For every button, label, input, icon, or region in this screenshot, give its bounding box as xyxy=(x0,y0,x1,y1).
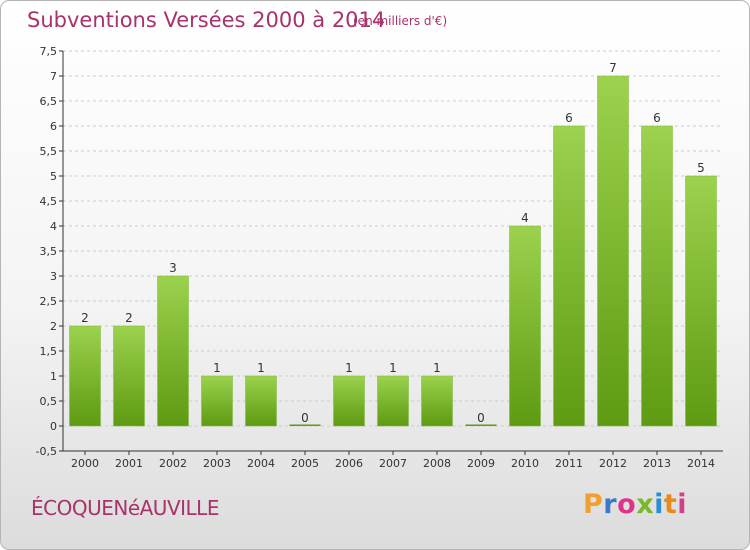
bar xyxy=(509,225,541,427)
data-label: 5 xyxy=(697,161,705,175)
data-label: 6 xyxy=(565,111,573,125)
bar xyxy=(157,275,189,427)
x-tick-label: 2007 xyxy=(379,457,407,470)
x-tick-label: 2001 xyxy=(115,457,143,470)
data-label: 1 xyxy=(345,361,353,375)
data-label: 0 xyxy=(301,411,309,425)
x-tick-label: 2002 xyxy=(159,457,187,470)
labels: -0,500,511,522,533,544,555,566,577,52200… xyxy=(36,45,715,470)
logo-letter: r xyxy=(603,489,618,520)
y-tick-label: 1 xyxy=(50,370,57,383)
logo-letter: i xyxy=(677,489,688,520)
chart-title: Subventions Versées 2000 à 2014 xyxy=(27,8,386,32)
bar xyxy=(289,424,321,426)
y-tick-label: -0,5 xyxy=(36,445,57,458)
logo-letter: o xyxy=(617,489,637,520)
y-tick-label: 4 xyxy=(50,220,57,233)
bars xyxy=(69,75,717,427)
bar xyxy=(377,375,409,427)
bar xyxy=(553,125,585,427)
y-tick-label: 3 xyxy=(50,270,57,283)
data-label: 3 xyxy=(169,261,177,275)
commune-name: ÉCOQUENéAUVILLE xyxy=(31,496,219,520)
data-label: 1 xyxy=(433,361,441,375)
y-tick-label: 3,5 xyxy=(40,245,58,258)
y-tick-label: 0,5 xyxy=(40,395,58,408)
bar xyxy=(465,424,497,426)
y-tick-label: 6,5 xyxy=(40,95,58,108)
bar xyxy=(69,325,101,427)
proxiti-logo[interactable]: Proxiti xyxy=(583,489,687,520)
x-tick-label: 2003 xyxy=(203,457,231,470)
data-label: 0 xyxy=(477,411,485,425)
logo-letter: t xyxy=(663,489,678,520)
x-tick-label: 2010 xyxy=(511,457,539,470)
logo-letter: i xyxy=(654,489,664,520)
data-label: 1 xyxy=(213,361,221,375)
chart-subtitle: (en milliers d'€) xyxy=(353,14,448,28)
bar xyxy=(201,375,233,427)
data-label: 1 xyxy=(389,361,397,375)
x-tick-label: 2008 xyxy=(423,457,451,470)
bar xyxy=(421,375,453,427)
y-tick-label: 7,5 xyxy=(40,45,58,58)
bar xyxy=(641,125,673,427)
x-tick-label: 2012 xyxy=(599,457,627,470)
axes xyxy=(59,50,723,455)
y-tick-label: 0 xyxy=(50,420,57,433)
x-tick-label: 2013 xyxy=(643,457,671,470)
x-tick-label: 2014 xyxy=(687,457,715,470)
x-tick-label: 2009 xyxy=(467,457,495,470)
data-label: 4 xyxy=(521,211,529,225)
y-tick-label: 1,5 xyxy=(40,345,58,358)
y-tick-label: 7 xyxy=(50,70,57,83)
x-tick-label: 2006 xyxy=(335,457,363,470)
x-tick-label: 2005 xyxy=(291,457,319,470)
y-tick-label: 2,5 xyxy=(40,295,58,308)
x-tick-label: 2004 xyxy=(247,457,275,470)
data-label: 2 xyxy=(81,311,89,325)
data-label: 6 xyxy=(653,111,661,125)
data-label: 2 xyxy=(125,311,133,325)
bar xyxy=(245,375,277,427)
bar xyxy=(597,75,629,427)
data-label: 1 xyxy=(257,361,265,375)
data-label: 7 xyxy=(609,61,617,75)
logo-letter: P xyxy=(583,489,604,520)
logo-letter: x xyxy=(636,489,655,520)
y-tick-label: 5 xyxy=(50,170,57,183)
y-tick-label: 5,5 xyxy=(40,145,58,158)
y-tick-label: 2 xyxy=(50,320,57,333)
y-tick-label: 6 xyxy=(50,120,57,133)
y-tick-label: 4,5 xyxy=(40,195,58,208)
bar xyxy=(113,325,145,427)
bar xyxy=(333,375,365,427)
x-tick-label: 2000 xyxy=(71,457,99,470)
bar xyxy=(685,175,717,427)
x-tick-label: 2011 xyxy=(555,457,583,470)
